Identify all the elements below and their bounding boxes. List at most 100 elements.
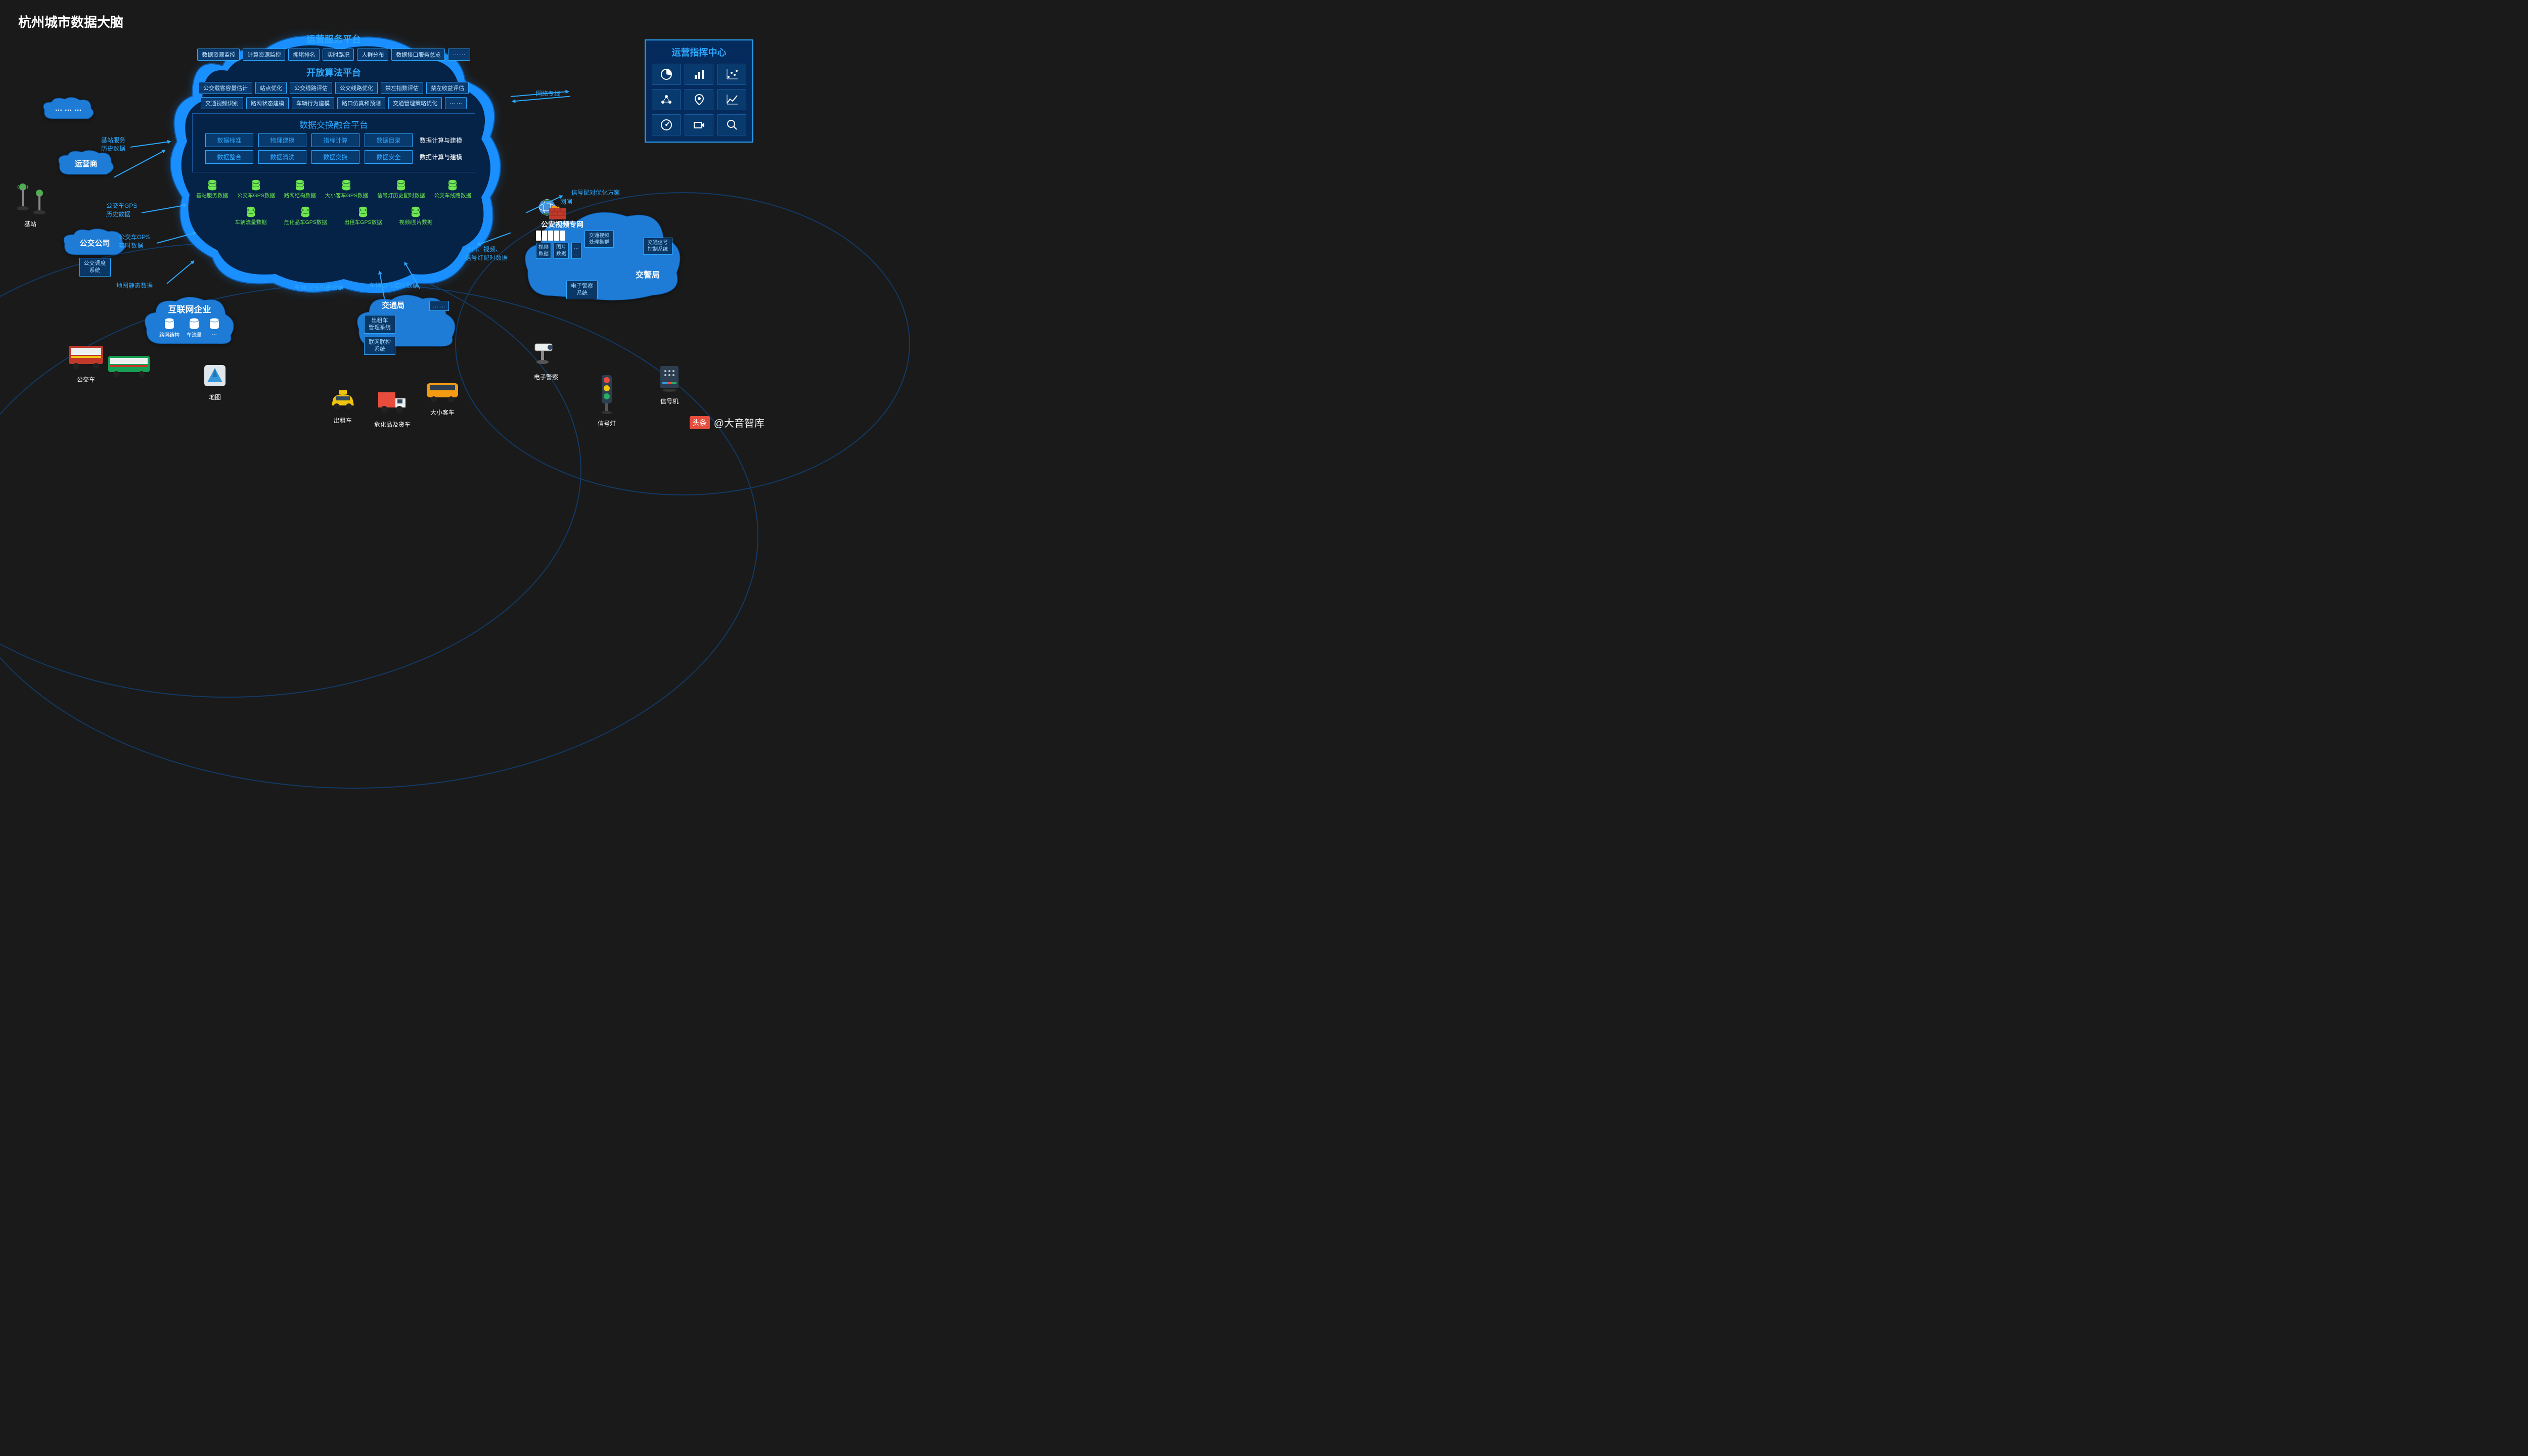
operator-label: 运营商	[74, 158, 97, 169]
gauge-icon	[652, 114, 681, 135]
ops-platform-title: 运营服务平台	[306, 32, 361, 46]
database-item: 出租车GPS数据	[344, 206, 382, 226]
search-icon	[717, 114, 746, 135]
signal-control-box: 交通信号 控制系统	[643, 238, 672, 255]
pill-item: 交通视频识别	[201, 97, 243, 109]
database-item: 危化品车GPS数据	[284, 206, 327, 226]
pill-item: 计算资源监控	[243, 49, 285, 61]
ellipsis-label: … … …	[55, 104, 81, 113]
server-icon	[536, 231, 566, 241]
pill-item: 禁左指数评估	[381, 82, 423, 94]
taxi-mgmt-box: 出租车 管理系统	[364, 315, 395, 334]
camera-icon	[685, 114, 713, 135]
data-exchange-panel: 数据交换融合平台 数据标准物理建模指标计算数据目录数据计算与建模数据整合数据清洗…	[192, 113, 475, 172]
bar-icon	[685, 64, 713, 85]
de-side-label: 数据计算与建模	[420, 136, 462, 145]
database-row-2: 车辆流量数据危化品车GPS数据出租车GPS数据视频/图片数据	[182, 206, 485, 226]
entity-truck: 危化品及货车	[374, 389, 411, 429]
pill-item: 公交载客容量估计	[199, 82, 252, 94]
base-station: 基站	[10, 182, 51, 228]
watermark-logo: 头条	[690, 416, 710, 429]
pill-item: 公交线路评估	[290, 82, 332, 94]
watermark: 头条 @大音智库	[690, 415, 764, 430]
brain-cloud: 运营服务平台 数据资源监控计算资源监控拥堵排名实时路况人群分布数据接口服务总览……	[162, 25, 506, 293]
pill-item: 人群分布	[357, 49, 388, 61]
internet-cloud: 互联网企业 路网结构 车流量 …	[142, 293, 238, 349]
traffic-ellipsis: … …	[429, 301, 449, 311]
image-data-box: 图片 数据	[554, 243, 569, 259]
arrow	[114, 150, 165, 177]
database-item: 信号灯历史配时数据	[377, 179, 425, 199]
internet-db-1: 车流量	[187, 317, 202, 338]
database-row-1: 基站服务数据公交车GPS数据路网结构数据大小客车GPS数据信号灯历史配时数据公交…	[182, 179, 485, 199]
entity-taxi: 出租车	[329, 389, 357, 425]
algo-platform-title: 开放算法平台	[306, 66, 361, 79]
database-item: 公交车GPS数据	[237, 179, 275, 199]
edge-label: 卡口、视频、 信号灯配时数据	[465, 245, 508, 262]
data-exchange-title: 数据交换融合平台	[199, 118, 469, 130]
algo-row-0: 公交载客容量估计站点优化公交线路评估公交线路优化禁左指数评估禁左收益评估	[199, 82, 469, 94]
bus-green-icon	[106, 353, 152, 381]
edge-label: 车辆GPS历史数据	[294, 283, 343, 292]
pill-item: 车辆行为建模	[292, 97, 334, 109]
traffic-police-label: 交警局	[636, 268, 660, 280]
edge-label: 车辆GPS实时数据	[369, 281, 418, 290]
bus-dispatch-box: 公交调度 系统	[79, 258, 111, 277]
edge-label: 公交车GPS 实时数据	[119, 233, 150, 250]
algo-row-1: 交通视频识别路网状态建模车辆行为建模路口仿真和预测交通管理策略优化… …	[201, 97, 467, 109]
schoolbus-icon	[425, 379, 460, 406]
gateway: 网闸	[537, 197, 557, 220]
bus-red-icon	[66, 343, 106, 373]
entity-map: 地图	[202, 363, 228, 401]
internet-db-2: …	[209, 317, 220, 338]
signal-box-icon	[657, 364, 682, 395]
cctv-icon	[531, 338, 561, 371]
de-button: 物理建模	[258, 133, 306, 147]
trend-icon	[717, 89, 746, 110]
pie-icon	[652, 64, 681, 85]
internet-label: 互联网企业	[168, 302, 211, 315]
ellipsis-cloud: … … …	[40, 96, 96, 124]
ops-platform-row: 数据资源监控计算资源监控拥堵排名实时路况人群分布数据接口服务总览… …	[197, 49, 470, 61]
pill-item: 数据接口服务总览	[391, 49, 445, 61]
edge-label: 信号配对优化方案	[571, 188, 620, 197]
traffic-light-icon	[597, 374, 617, 417]
map-icon	[202, 363, 228, 391]
map-pin-icon	[685, 89, 713, 110]
pill-item: 公交线路优化	[335, 82, 378, 94]
de-button: 数据整合	[205, 150, 253, 164]
database-item: 路网结构数据	[284, 179, 316, 199]
video-data-box: 视频 数据	[536, 243, 551, 259]
entity-bus-red: 公交车	[66, 343, 106, 384]
antenna-icon	[10, 182, 51, 217]
network-control-box: 联网联控 系统	[364, 337, 395, 355]
pill-item: 路口仿真和预测	[337, 97, 385, 109]
de-side-label: 数据计算与建模	[420, 153, 462, 161]
database-item: 公交车线路数据	[434, 179, 471, 199]
entity-bus-green	[106, 353, 152, 381]
page-title: 杭州城市数据大脑	[18, 12, 123, 31]
edge-label: 地图静态数据	[116, 281, 153, 290]
pill-item: 路网状态建模	[246, 97, 289, 109]
watermark-text: @大音智库	[714, 415, 764, 430]
traffic-bureau-cloud: 交通局 … … 出租车 管理系统 联网联控 系统	[354, 291, 460, 351]
network-icon	[652, 89, 681, 110]
entity-signal-box: 信号机	[657, 364, 682, 405]
de-button: 指标计算	[311, 133, 359, 147]
entity-cctv: 电子警察	[531, 338, 561, 381]
entity-schoolbus: 大小客车	[425, 379, 460, 417]
edge-label: 公交车GPS 历史数据	[106, 201, 137, 218]
entity-traffic-light: 信号灯	[597, 374, 617, 428]
scatter-icon	[717, 64, 746, 85]
police-net-title: 公安视频专网	[541, 219, 583, 230]
pill-item: … …	[448, 49, 470, 61]
command-center-panel: 运营指挥中心	[645, 39, 753, 143]
database-item: 基站服务数据	[196, 179, 228, 199]
firewall-icon	[549, 205, 567, 220]
database-item: 视频/图片数据	[399, 206, 432, 226]
de-button: 数据交换	[311, 150, 359, 164]
pill-item: 数据资源监控	[197, 49, 240, 61]
de-button: 数据标准	[205, 133, 253, 147]
pill-item: 实时路况	[323, 49, 354, 61]
pill-item: 禁左收益评估	[426, 82, 469, 94]
